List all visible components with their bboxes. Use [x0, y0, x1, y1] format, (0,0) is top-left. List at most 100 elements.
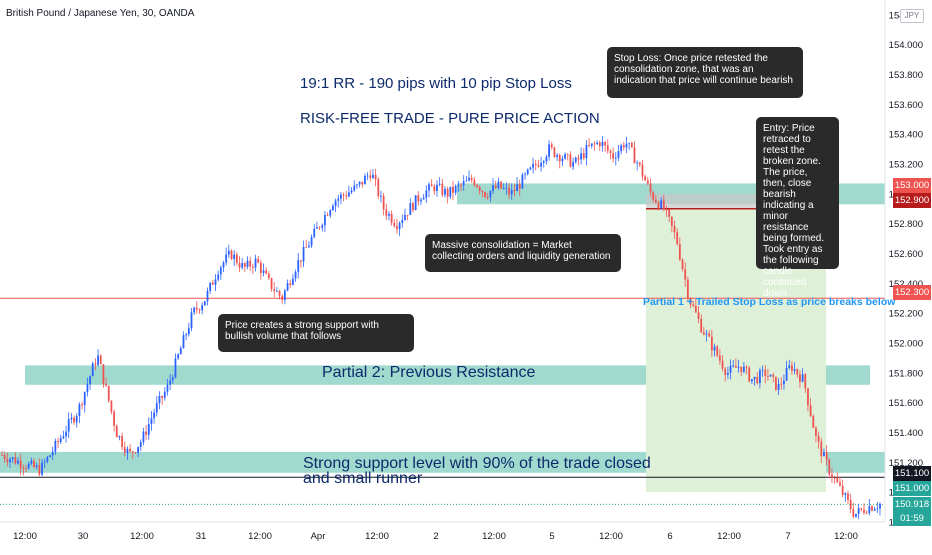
candle-body [51, 451, 54, 456]
candle-body [81, 404, 83, 406]
candle-body [839, 482, 841, 486]
candle-body [158, 395, 161, 404]
y-tick-label: 151.400 [889, 428, 923, 439]
partial1-note: Partial 1 + Trailed Stop Loss as price b… [643, 296, 896, 308]
candle-body [369, 175, 372, 179]
annotation-consolidation: Massive consolidation = Market collectin… [425, 234, 621, 272]
candle-body [836, 477, 839, 483]
candle-body [206, 290, 209, 302]
strong-support-label: Strong support level with 90% of the tra… [303, 455, 651, 487]
candle-body [390, 213, 393, 223]
candle-body [412, 203, 414, 211]
candle-body [230, 250, 233, 260]
candle-body [678, 244, 681, 260]
candle-body [540, 162, 542, 167]
x-tick-label: 12:00 [599, 531, 623, 542]
candle-body [444, 188, 446, 195]
candle-body [729, 365, 732, 373]
candle-body [115, 425, 118, 438]
candle-body [417, 195, 420, 202]
candle-body [614, 157, 617, 159]
candle-body [516, 184, 518, 192]
candle-body [849, 499, 852, 510]
candle-body [420, 199, 422, 202]
candle-body [278, 290, 281, 296]
candle-body [529, 167, 532, 170]
annotation-entry: Entry: Price retraced to retest the brok… [756, 117, 839, 299]
countdown-tag: 01:59 [893, 511, 931, 526]
candle-body [646, 180, 649, 184]
candle-body [815, 427, 817, 436]
candle-body [641, 164, 644, 177]
x-tick-label: 12:00 [13, 531, 37, 542]
candle-body [673, 225, 676, 233]
candle-body [596, 142, 599, 145]
candle-body [831, 474, 833, 478]
candle-body [742, 366, 745, 372]
headline-rr: 19:1 RR - 190 pips with 10 pip Stop Loss [300, 75, 572, 92]
candle-body [876, 508, 879, 510]
candle-body [414, 195, 417, 211]
candle-body [625, 143, 628, 148]
candle-body [222, 262, 225, 268]
candle-body [41, 462, 43, 475]
currency-badge[interactable]: JPY [900, 9, 924, 23]
candle-body [630, 142, 633, 148]
candle-body [518, 184, 521, 189]
candle-body [537, 165, 540, 167]
candle-body [721, 360, 724, 369]
candle-body [110, 400, 113, 412]
candle-body [243, 263, 246, 267]
candle-body [745, 366, 748, 368]
candle-body [129, 448, 131, 452]
candle-body [574, 157, 577, 163]
candle-body [799, 374, 801, 382]
candle-body [734, 365, 737, 368]
candle-body [27, 463, 30, 469]
candle-body [569, 154, 572, 167]
candle-body [265, 270, 268, 274]
candle-body [502, 187, 505, 189]
candle-body [446, 188, 449, 197]
candle-body [590, 143, 593, 146]
candle-body [54, 440, 57, 452]
candle-body [460, 185, 462, 186]
candle-body [305, 246, 308, 248]
candle-body [860, 508, 863, 510]
candle-body [270, 278, 273, 290]
candle-body [662, 200, 665, 210]
candle-body [756, 376, 759, 384]
candle-body [179, 348, 182, 355]
y-tick-label: 154.000 [889, 40, 923, 51]
candle-body [505, 187, 508, 189]
x-tick-label: 7 [785, 531, 790, 542]
annotation-stop-loss: Stop Loss: Once price retested the conso… [607, 47, 803, 98]
candle-body [580, 153, 583, 160]
candle-body [692, 304, 695, 306]
candle-body [201, 305, 204, 311]
candle-body [847, 493, 849, 500]
candle-body [380, 195, 382, 197]
candle-body [99, 355, 102, 365]
candle-body [684, 269, 687, 280]
candle-body [841, 485, 844, 495]
candle-body [59, 438, 62, 443]
candle-body [868, 506, 871, 514]
candle-body [238, 263, 241, 268]
candle-body [94, 363, 97, 365]
candle-body [668, 209, 671, 217]
y-tick-label: 153.200 [889, 160, 923, 171]
candle-body [9, 459, 11, 463]
candle-body [38, 465, 41, 475]
candle-body [177, 354, 180, 359]
candle-body [500, 181, 502, 189]
x-tick-label: 12:00 [365, 531, 389, 542]
candle-body [121, 436, 123, 447]
y-tick-label: 153.600 [889, 100, 923, 111]
y-tick-label: 152.000 [889, 339, 923, 350]
candle-body [356, 184, 358, 186]
candle-body [759, 370, 761, 384]
candle-body [273, 289, 276, 292]
